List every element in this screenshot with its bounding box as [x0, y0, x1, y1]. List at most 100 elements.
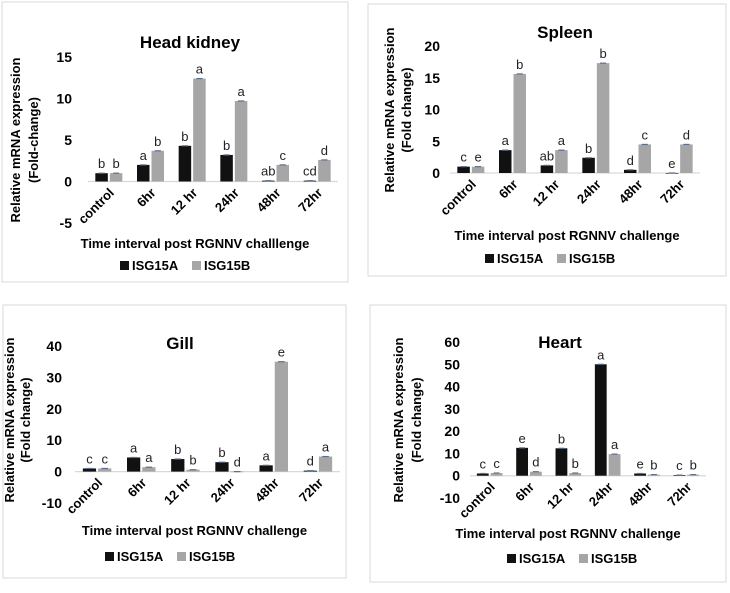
legend-swatch-isg15b: [177, 552, 186, 561]
chart-frame: [369, 304, 727, 583]
y-tick-label: 15: [56, 49, 72, 65]
significance-letter: a: [502, 133, 510, 148]
bar-isg15a: [457, 166, 470, 173]
significance-letter: d: [627, 153, 634, 168]
y-tick-label: 10: [46, 432, 62, 448]
significance-letter: b: [558, 431, 565, 446]
significance-letter: b: [690, 458, 697, 473]
bar-isg15b: [638, 144, 651, 173]
bar-isg15a: [594, 364, 607, 476]
bar-isg15b: [234, 100, 248, 182]
legend-label: ISG15B: [189, 549, 235, 564]
legend-swatch-isg15a: [105, 552, 114, 561]
bar-isg15a: [220, 154, 233, 182]
bar-isg15b: [109, 173, 123, 182]
significance-letter: b: [599, 46, 606, 61]
chart-title: Spleen: [537, 23, 593, 42]
significance-letter: a: [140, 148, 148, 163]
y-tick-label: 40: [46, 338, 62, 354]
chart-title: Gill: [166, 334, 193, 353]
significance-letter: a: [263, 448, 271, 463]
significance-letter: b: [189, 453, 196, 468]
bar-isg15a: [215, 462, 229, 472]
y-tick-label: 0: [432, 165, 440, 181]
significance-letter: a: [237, 84, 245, 99]
bar-isg15a: [516, 447, 528, 476]
significance-letter: b: [98, 156, 105, 171]
y-tick-label: 20: [444, 423, 460, 439]
legend-label: ISG15B: [569, 251, 615, 266]
legend-label: ISG15B: [204, 258, 250, 273]
y-tick-label: 0: [452, 468, 460, 484]
legend-swatch-isg15a: [485, 254, 494, 263]
significance-letter: b: [572, 456, 579, 471]
y-tick-label: 50: [444, 356, 460, 372]
bar-isg15a: [171, 459, 185, 472]
significance-letter: a: [145, 450, 153, 465]
significance-letter: c: [460, 150, 467, 165]
y-tick-label: 30: [444, 401, 460, 417]
significance-letter: a: [322, 440, 330, 455]
y-tick-label: -10: [440, 490, 460, 506]
significance-letter: e: [278, 345, 285, 360]
legend-label: ISG15A: [519, 551, 566, 566]
y-axis-label: (Fold-change): [26, 97, 41, 183]
bar-isg15a: [540, 165, 554, 173]
bar-isg15a: [582, 157, 595, 173]
significance-letter: c: [480, 456, 487, 471]
significance-letter: b: [585, 141, 592, 156]
significance-letter: b: [174, 442, 181, 457]
significance-letter: a: [611, 437, 619, 452]
bar-isg15a: [82, 468, 97, 472]
bar-isg15b: [680, 144, 693, 173]
y-axis-label: (Fold change): [18, 377, 33, 462]
x-axis-title: Time interval post RGNNV challenge: [454, 228, 679, 243]
bar-isg15b: [596, 63, 610, 173]
bar-isg15b: [98, 468, 112, 472]
significance-letter: a: [558, 133, 566, 148]
y-tick-label: 5: [432, 133, 440, 149]
y-tick-label: 15: [424, 70, 440, 86]
y-tick-label: 40: [444, 379, 460, 395]
bar-isg15b: [142, 467, 156, 472]
y-tick-label: 20: [46, 401, 62, 417]
legend-label: ISG15B: [591, 551, 637, 566]
significance-letter: b: [223, 138, 230, 153]
bar-isg15b: [608, 454, 621, 476]
significance-letter: a: [196, 62, 204, 77]
bar-isg15b: [318, 159, 331, 182]
significance-letter: ab: [261, 164, 275, 179]
significance-letter: e: [474, 150, 481, 165]
significance-letter: b: [181, 129, 188, 144]
y-tick-label: 30: [46, 369, 62, 385]
significance-letter: b: [650, 458, 657, 473]
significance-letter: d: [683, 127, 690, 142]
legend-swatch-isg15b: [192, 261, 201, 270]
significance-letter: e: [668, 156, 675, 171]
chart-title: Head kidney: [140, 33, 241, 52]
bar-isg15a: [95, 173, 108, 182]
bar-isg15b: [530, 471, 542, 476]
significance-letter: d: [234, 455, 241, 470]
bar-isg15a: [259, 465, 273, 472]
significance-letter: d: [307, 454, 314, 469]
y-tick-label: -5: [60, 215, 73, 231]
significance-letter: c: [86, 451, 93, 466]
bar-isg15b: [274, 361, 288, 472]
significance-letter: b: [154, 134, 161, 149]
chart-frame: [2, 304, 347, 579]
significance-letter: c: [280, 148, 287, 163]
significance-letter: e: [636, 456, 643, 471]
y-tick-label: -10: [42, 495, 62, 511]
legend-label: ISG15A: [132, 258, 179, 273]
bar-isg15a: [137, 164, 150, 182]
y-axis-label: Relative mRNA expression: [391, 337, 406, 502]
bar-isg15b: [193, 78, 206, 182]
y-tick-label: 0: [54, 464, 62, 480]
significance-letter: d: [321, 143, 328, 158]
significance-letter: a: [597, 347, 605, 362]
y-tick-label: 10: [444, 445, 460, 461]
bar-isg15a: [499, 150, 512, 173]
y-axis-label: Relative mRNA expression: [382, 27, 397, 192]
